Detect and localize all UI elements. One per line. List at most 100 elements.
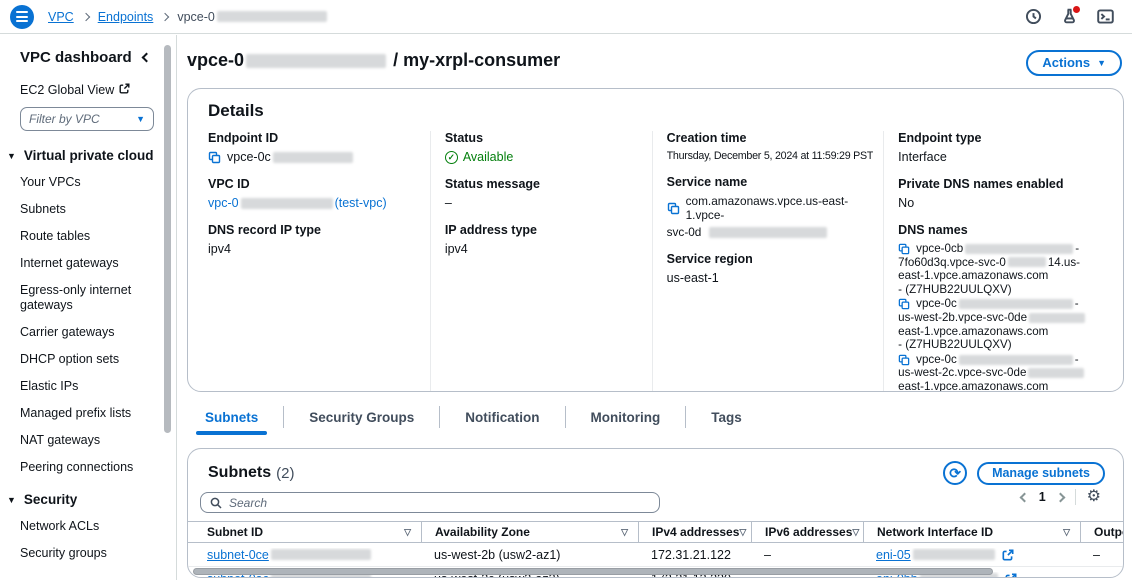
sidebar-item-ec2-global-view[interactable]: EC2 Global View xyxy=(20,83,150,97)
column-outposts[interactable]: Outposts xyxy=(1080,522,1123,542)
tab-security-groups[interactable]: Security Groups xyxy=(309,409,415,425)
tab-subnets[interactable]: Subnets xyxy=(196,406,268,435)
vpc-id-label: VPC ID xyxy=(208,177,250,191)
tab-notification[interactable]: Notification xyxy=(465,409,540,425)
column-ipv6-addresses[interactable]: IPv6 addresses ▽ xyxy=(751,522,863,542)
previous-page-icon[interactable] xyxy=(1019,492,1030,502)
service-region-label: Service region xyxy=(666,252,753,266)
actions-button[interactable]: Actions ▼ xyxy=(1026,50,1122,76)
tab-monitoring[interactable]: Monitoring xyxy=(590,409,661,425)
section-virtual-private-cloud[interactable]: ▼ Virtual private cloud xyxy=(7,148,154,163)
status-message-label: Status message xyxy=(444,177,540,191)
sidebar-item-elastic-ips[interactable]: Elastic IPs xyxy=(20,379,79,393)
page-title: vpce-0 / my-xrpl-consumer xyxy=(187,50,561,70)
page-number[interactable]: 1 xyxy=(1038,490,1046,504)
gear-icon[interactable]: ⚙ xyxy=(1086,488,1101,505)
next-page-icon[interactable] xyxy=(1055,492,1066,502)
dns-name-entry: vpce-0c - us-west-2c.vpce-svc-0de east-1.… xyxy=(898,353,1095,391)
filter-by-vpc-select[interactable]: Filter by VPC ▼ xyxy=(20,107,154,131)
collapse-sidebar-icon[interactable] xyxy=(141,52,152,63)
chevron-down-icon: ▼ xyxy=(136,114,145,124)
breadcrumb-endpoints-link[interactable]: Endpoints xyxy=(97,9,154,24)
sidebar-item-managed-prefix-lists[interactable]: Managed prefix lists xyxy=(20,406,132,420)
details-title: Details xyxy=(208,101,264,120)
details-panel: Details Endpoint ID vpce-0c VPC ID vpc-0… xyxy=(187,88,1124,392)
copy-icon[interactable] xyxy=(667,202,680,215)
dns-name-entry: vpce-0c - us-west-2b.vpce-svc-0de east-1.… xyxy=(898,297,1095,351)
search-input[interactable]: Search xyxy=(200,492,660,513)
outpost-cell: – xyxy=(1080,572,1123,578)
outpost-cell: – xyxy=(1093,547,1100,562)
service-name-line2: svc-0d xyxy=(667,225,874,239)
sidebar-item-route-tables[interactable]: Route tables xyxy=(20,229,91,243)
copy-icon[interactable] xyxy=(898,243,910,255)
sidebar-item-your-vpcs[interactable]: Your VPCs xyxy=(20,175,81,189)
subnet-id-link[interactable]: subnet-0ce xyxy=(207,548,373,562)
triangle-down-icon: ▼ xyxy=(7,150,16,161)
availability-zone-cell: us-west-2b (usw2-az1) xyxy=(434,547,561,562)
sort-icon: ▽ xyxy=(404,526,411,537)
subnets-count: (2) xyxy=(276,464,295,482)
redacted-text xyxy=(246,53,387,68)
horizontal-scrollbar[interactable] xyxy=(193,568,993,575)
tab-bar: Subnets Security Groups Notification Mon… xyxy=(196,404,1132,435)
search-icon xyxy=(210,497,222,509)
network-interface-link[interactable]: eni-05 xyxy=(876,548,997,562)
breadcrumb-current: vpce-0 xyxy=(177,10,329,24)
beaker-icon[interactable] xyxy=(1060,5,1080,26)
endpoint-id-value: vpce-0c xyxy=(227,150,355,164)
sidebar-item-subnets[interactable]: Subnets xyxy=(20,202,66,216)
service-region-value: us-east-1 xyxy=(666,271,719,285)
endpoint-type-label: Endpoint type xyxy=(898,131,982,145)
section-privatelink-and-lattice[interactable]: ▼ PrivateLink and Lattice xyxy=(7,578,172,580)
endpoint-type-value: Interface xyxy=(898,150,947,164)
services-menu-icon[interactable] xyxy=(10,4,34,29)
private-dns-names-enabled-label: Private DNS names enabled xyxy=(898,177,1064,191)
sidebar-item-internet-gateways[interactable]: Internet gateways xyxy=(20,256,119,270)
creation-time-label: Creation time xyxy=(666,131,747,145)
external-link-icon[interactable] xyxy=(1002,548,1014,561)
private-dns-names-enabled-value: No xyxy=(898,196,915,210)
section-security[interactable]: ▼ Security xyxy=(7,492,78,507)
column-network-interface-id[interactable]: Network Interface ID ▽ xyxy=(863,522,1080,542)
column-ipv4-addresses[interactable]: IPv4 addresses ▽ xyxy=(638,522,751,542)
dns-names-list: vpce-0cb - 7fo60d3q.vpce-svc-0 14.us- east… xyxy=(898,242,1095,391)
refresh-button[interactable]: ⟳ xyxy=(943,461,968,485)
copy-icon[interactable] xyxy=(898,298,910,310)
vpc-id-link[interactable]: vpc-0 (test-vpc) xyxy=(208,196,387,210)
triangle-down-icon: ▼ xyxy=(7,494,16,505)
endpoint-id-label: Endpoint ID xyxy=(208,131,279,145)
external-link-icon xyxy=(119,83,130,97)
sidebar-item-nat-gateways[interactable]: NAT gateways xyxy=(20,433,101,447)
status-badge: ✓ Available xyxy=(444,150,642,164)
sidebar-item-egress-only-internet-gateways[interactable]: Egress-only internet gateways xyxy=(20,283,132,312)
pagination: 1 ⚙ xyxy=(1019,488,1101,505)
manage-subnets-button[interactable]: Manage subnets xyxy=(977,461,1105,485)
service-name-label: Service name xyxy=(666,175,748,189)
sidebar-scrollbar[interactable] xyxy=(164,45,171,433)
cloudshell-icon[interactable] xyxy=(1096,8,1114,26)
sidebar-item-peering-connections[interactable]: Peering connections xyxy=(20,460,134,474)
copy-icon[interactable] xyxy=(898,354,910,366)
creation-time-value: Thursday, December 5, 2024 at 11:59:29 P… xyxy=(666,150,874,162)
redacted-text xyxy=(216,11,327,22)
copy-icon[interactable] xyxy=(208,151,221,164)
external-link-icon[interactable] xyxy=(1005,572,1017,577)
ipv6-cell: – xyxy=(764,547,771,562)
sidebar-item-security-groups[interactable]: Security groups xyxy=(20,546,107,560)
dns-record-ip-type-value: ipv4 xyxy=(208,242,231,256)
service-name-line1: com.amazonaws.vpce.us-east-1.vpce- xyxy=(685,194,849,222)
sidebar-item-carrier-gateways[interactable]: Carrier gateways xyxy=(20,325,115,339)
ip-address-type-label: IP address type xyxy=(444,223,537,237)
main-content: vpce-0 / my-xrpl-consumer Actions ▼ Deta… xyxy=(178,35,1132,580)
column-availability-zone[interactable]: Availability Zone ▽ xyxy=(421,522,638,542)
clock-icon[interactable] xyxy=(1024,8,1042,26)
sidebar-item-network-acls[interactable]: Network ACLs xyxy=(20,519,100,533)
sidebar-item-dhcp-option-sets[interactable]: DHCP option sets xyxy=(20,352,120,366)
sort-icon: ▽ xyxy=(852,526,860,537)
tab-tags[interactable]: Tags xyxy=(711,409,742,425)
notification-dot xyxy=(1073,5,1080,13)
ip-address-type-value: ipv4 xyxy=(444,242,468,256)
column-subnet-id[interactable]: Subnet ID ▽ xyxy=(207,525,411,539)
breadcrumb-vpc-link[interactable]: VPC xyxy=(48,9,74,24)
